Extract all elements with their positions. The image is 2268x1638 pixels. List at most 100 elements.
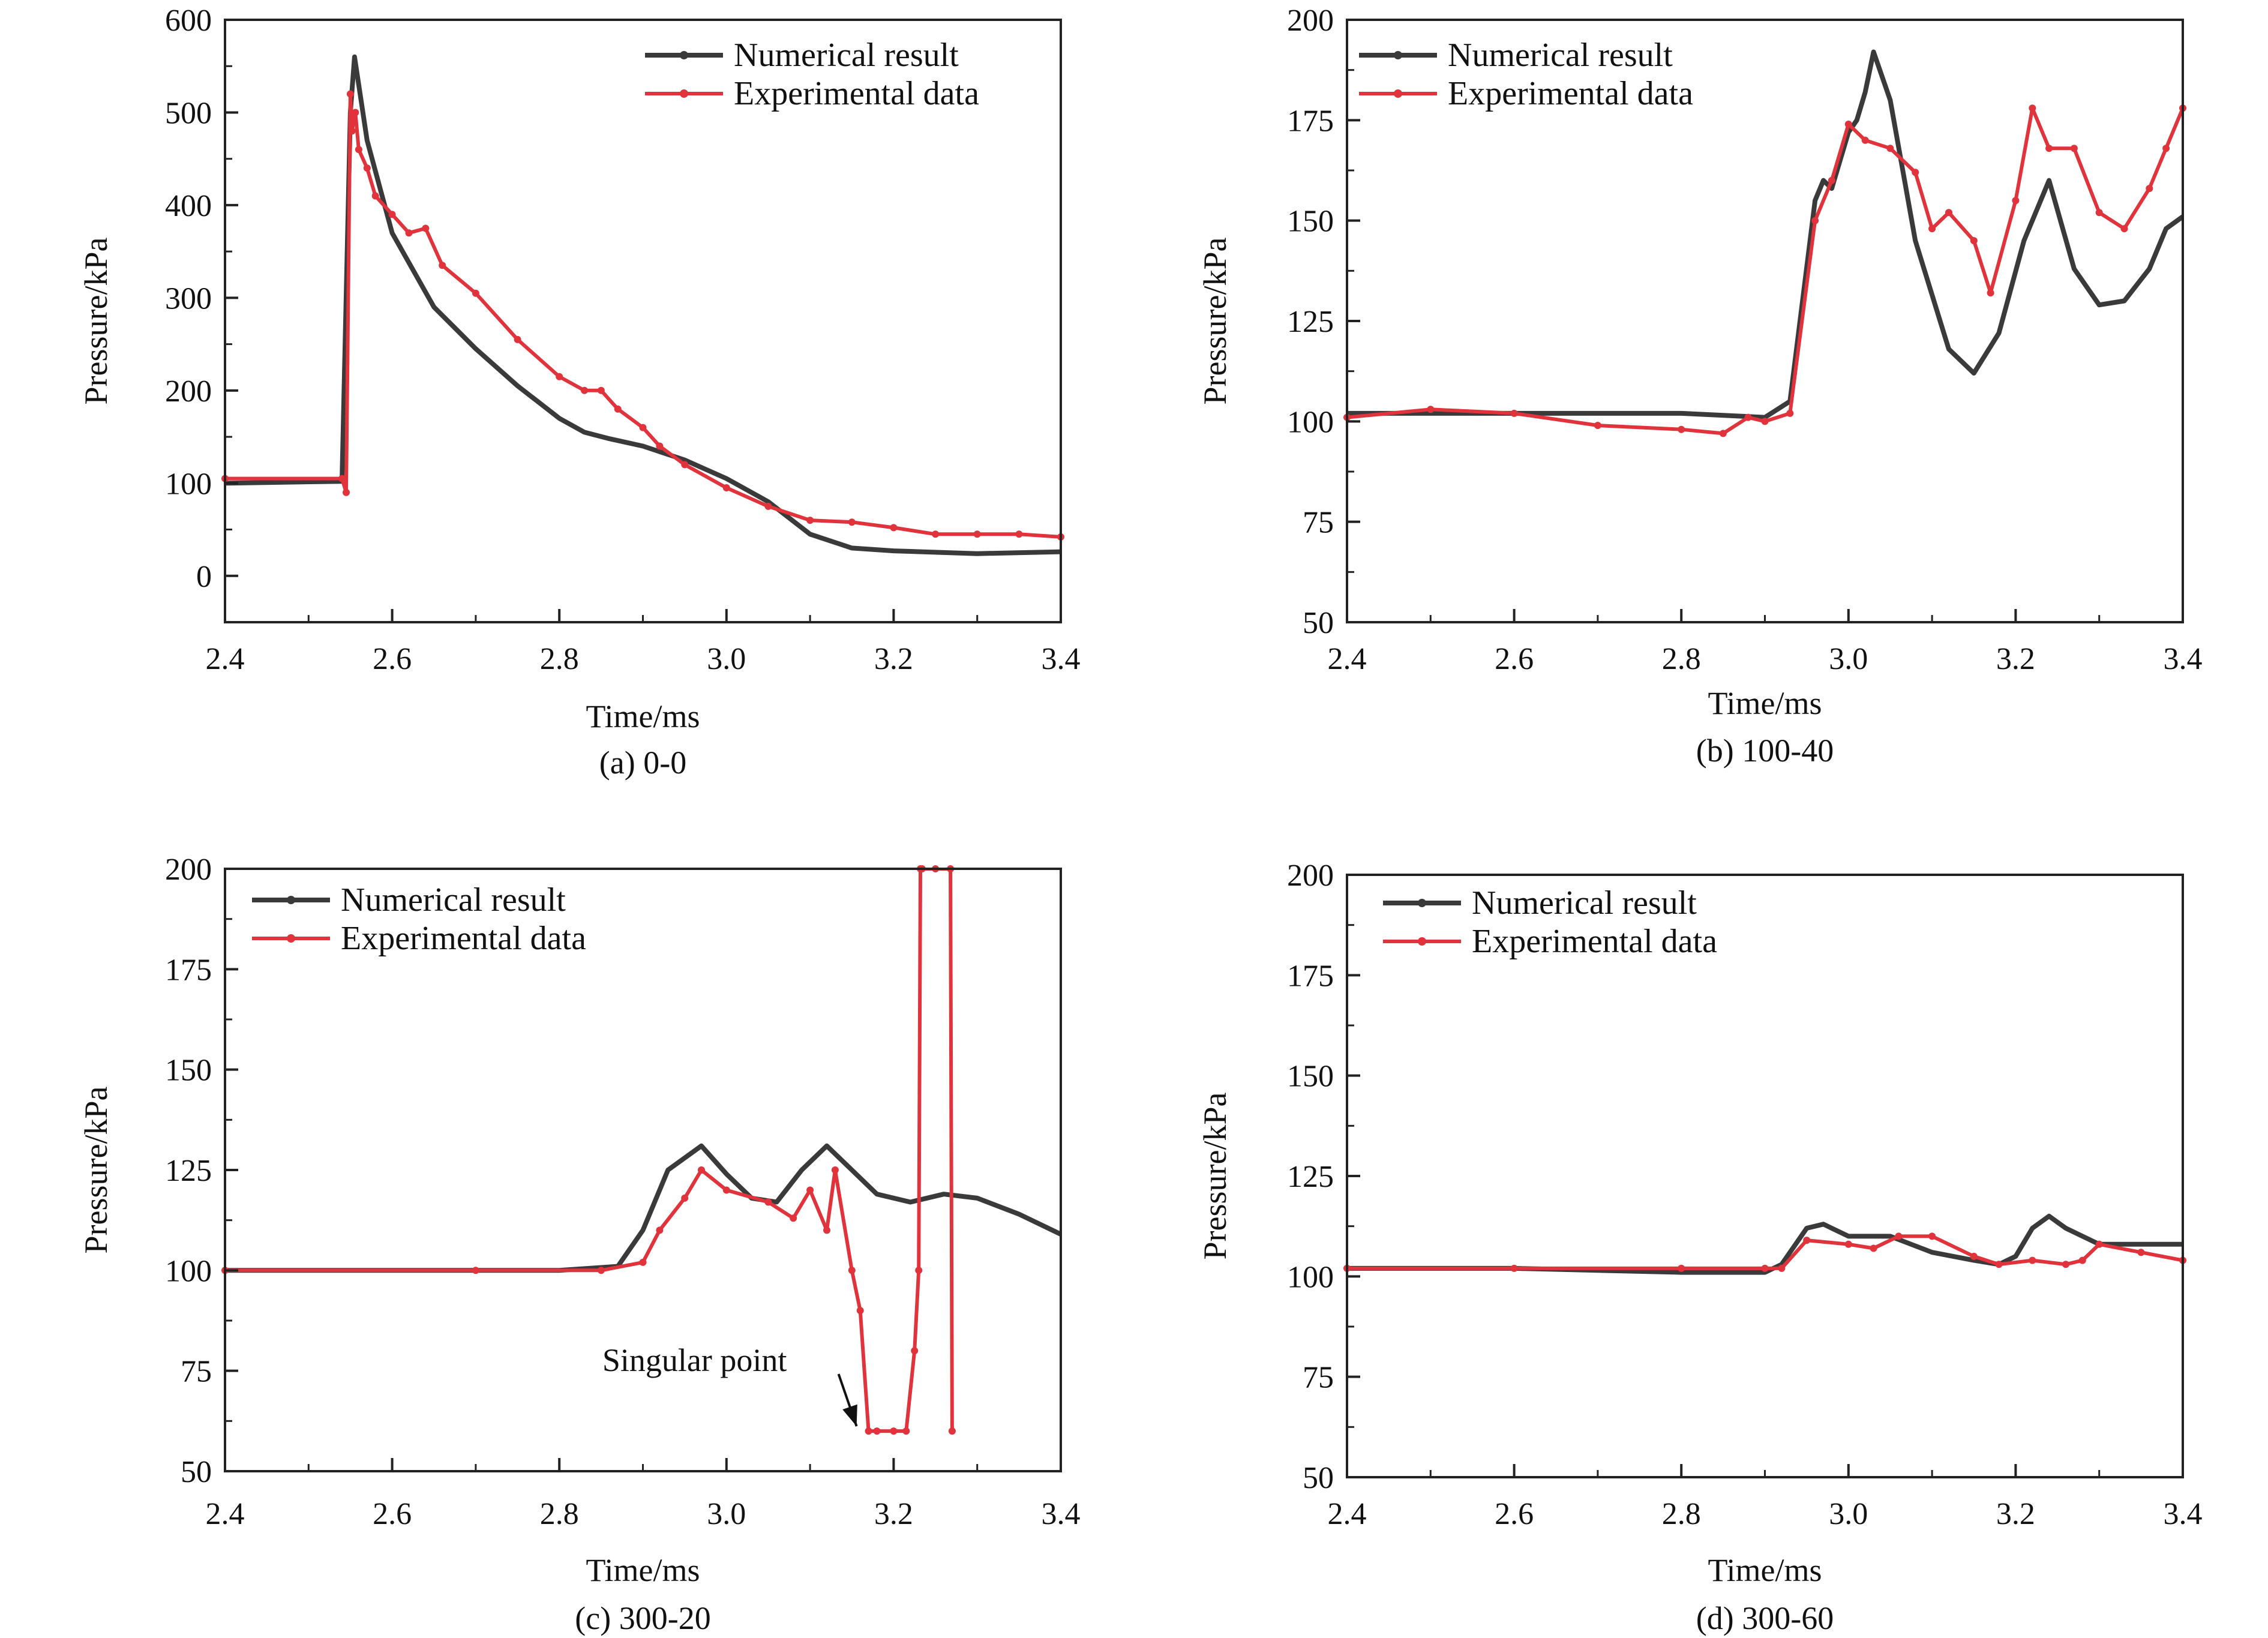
data-point-experimental [1761, 418, 1769, 425]
data-point-experimental [915, 1267, 923, 1274]
legend-label: Experimental data [1448, 75, 1693, 112]
y-axis-title: Pressure/kPa [1197, 237, 1233, 404]
data-point-experimental [348, 127, 356, 135]
data-point-experimental [1861, 136, 1869, 144]
data-point-experimental [764, 1198, 772, 1206]
y-tick-label: 200 [165, 853, 212, 887]
data-point-experimental [656, 442, 664, 450]
data-point-experimental [2120, 225, 2128, 233]
x-tick-label: 2.6 [1495, 642, 1534, 676]
y-tick-label: 150 [1287, 205, 1334, 239]
chart-panel-0: 2.4 2.6 2.8 3.0 3.2 3.4 0 100 200 300 400 500 600 Tim… [78, 4, 1081, 781]
y-tick-label: 100 [165, 1254, 212, 1288]
data-point-experimental [848, 518, 856, 526]
data-point-experimental [1678, 1264, 1685, 1272]
panel-caption: (b) 100-40 [1696, 733, 1834, 769]
y-tick-label: 125 [165, 1154, 212, 1188]
data-point-experimental [806, 517, 814, 524]
data-point-experimental [346, 90, 354, 98]
y-tick-label: 175 [1287, 104, 1334, 138]
legend-label: Numerical result [341, 881, 566, 919]
x-tick-label: 2.4 [206, 1497, 245, 1531]
x-axis-title: Time/ms [586, 698, 700, 734]
data-point-experimental [865, 1427, 872, 1435]
legend-marker [680, 89, 688, 98]
data-point-experimental [1895, 1232, 1903, 1240]
x-tick-label: 2.6 [373, 1497, 412, 1531]
y-tick-label: 100 [1287, 1260, 1334, 1294]
data-point-experimental [1719, 430, 1727, 437]
data-point-experimental [1995, 1261, 2003, 1268]
x-tick-label: 3.4 [1042, 642, 1081, 676]
legend-marker [1418, 937, 1426, 946]
x-tick-label: 2.8 [1662, 1497, 1701, 1531]
panel-caption: (c) 300-20 [575, 1600, 710, 1636]
data-point-experimental [2146, 185, 2153, 193]
data-point-experimental [1427, 406, 1435, 413]
data-point-experimental [973, 530, 981, 538]
data-point-experimental [1015, 530, 1023, 538]
panel-caption: (d) 300-60 [1696, 1600, 1834, 1636]
data-point-experimental [355, 146, 362, 154]
data-point-experimental [1970, 237, 1978, 245]
data-point-experimental [556, 373, 563, 380]
x-axis-title: Time/ms [1708, 1552, 1822, 1588]
data-point-experimental [597, 386, 605, 394]
series-line-numerical [225, 1143, 1061, 1273]
y-tick-label: 100 [1287, 405, 1334, 439]
y-tick-label: 75 [181, 1355, 212, 1389]
data-point-experimental [911, 1347, 919, 1355]
series-line-experimental [225, 869, 954, 1433]
data-point-experimental [1928, 1232, 1936, 1240]
y-axis-title: Pressure/kPa [1197, 1092, 1233, 1259]
y-axis-title: Pressure/kPa [78, 237, 114, 404]
data-point-experimental [902, 1427, 910, 1435]
chart-panel-1: 2.4 2.6 2.8 3.0 3.2 3.4 50 75 100 125 150 175 200 Tim… [1197, 4, 2203, 769]
chart-panel-3: 2.4 2.6 2.8 3.0 3.2 3.4 50 75 100 125 150 175 200 Tim… [1197, 859, 2203, 1636]
legend-label: Numerical result [1472, 884, 1697, 922]
legend-marker [680, 51, 688, 59]
legend-label: Numerical result [1448, 37, 1673, 74]
series-line-numerical [1347, 1213, 2183, 1275]
data-point-experimental [2078, 1256, 2086, 1264]
data-point-experimental [2045, 145, 2053, 152]
y-tick-label: 50 [1303, 606, 1334, 640]
x-tick-label: 2.4 [206, 642, 245, 676]
data-point-experimental [848, 1267, 856, 1274]
x-tick-label: 3.2 [1996, 1497, 2035, 1531]
legend-marker [1394, 89, 1402, 98]
data-point-experimental [352, 109, 359, 116]
data-point-experimental [514, 335, 521, 343]
legend-label: Experimental data [1472, 923, 1717, 960]
data-point-experimental [1678, 425, 1685, 433]
legend-marker [1418, 899, 1426, 907]
x-tick-label: 3.0 [707, 642, 746, 676]
y-tick-label: 200 [1287, 4, 1334, 38]
y-tick-label: 500 [165, 96, 212, 130]
data-point-experimental [2095, 1240, 2103, 1248]
y-tick-label: 400 [165, 189, 212, 223]
data-point-experimental [614, 405, 622, 413]
y-tick-label: 200 [165, 374, 212, 409]
y-tick-label: 175 [1287, 959, 1334, 993]
data-point-experimental [2070, 145, 2078, 152]
data-point-experimental [2137, 1249, 2145, 1256]
x-axis-title: Time/ms [586, 1552, 700, 1588]
data-point-experimental [698, 1166, 705, 1174]
data-point-experimental [831, 1166, 839, 1174]
data-point-experimental [823, 1226, 830, 1234]
y-axis-title: Pressure/kPa [78, 1086, 114, 1253]
data-point-experimental [363, 164, 371, 172]
legend-marker [287, 896, 295, 904]
series-line-experimental [225, 92, 1061, 539]
y-tick-label: 150 [165, 1054, 212, 1088]
data-point-experimental [581, 386, 588, 394]
x-tick-label: 3.4 [2164, 642, 2203, 676]
data-point-experimental [388, 211, 396, 218]
x-tick-label: 3.4 [1042, 1497, 1081, 1531]
data-point-experimental [597, 1267, 605, 1274]
x-tick-label: 2.6 [1495, 1497, 1534, 1531]
data-point-experimental [722, 1186, 730, 1194]
data-point-experimental [422, 224, 430, 232]
